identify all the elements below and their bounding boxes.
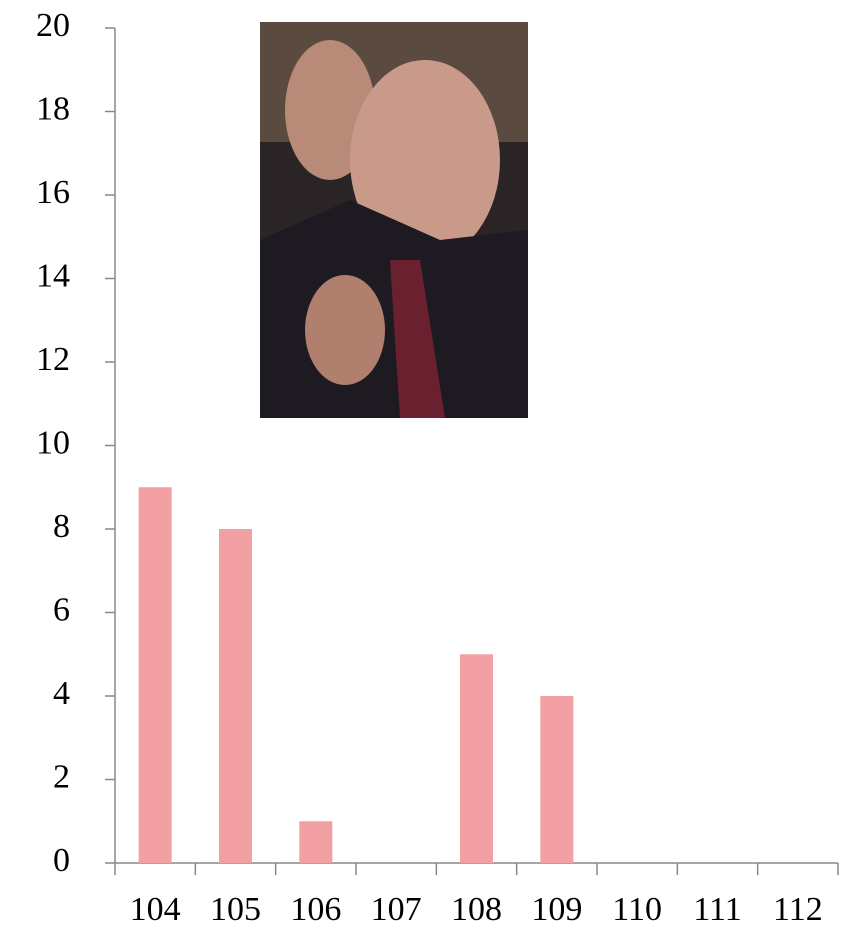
y-tick-label: 12 — [36, 341, 70, 378]
photo-face — [350, 60, 500, 260]
x-tick-label: 111 — [693, 891, 741, 927]
bar — [460, 654, 493, 863]
x-tick-label: 109 — [531, 891, 582, 927]
y-tick-label: 14 — [36, 257, 70, 294]
y-tick-label: 18 — [36, 90, 70, 127]
x-tick-label: 110 — [612, 891, 662, 927]
x-tick-label: 108 — [451, 891, 502, 927]
x-tick-label: 112 — [773, 891, 823, 927]
x-tick-label: 105 — [210, 891, 261, 927]
bar — [219, 529, 252, 863]
x-tick-label: 107 — [371, 891, 422, 927]
bar — [540, 696, 574, 863]
y-tick-label: 2 — [53, 758, 70, 795]
x-tick-label: 106 — [290, 891, 341, 927]
y-tick-label: 0 — [53, 842, 70, 879]
x-tick-label: 104 — [130, 891, 181, 927]
bar — [299, 821, 333, 863]
y-tick-label: 10 — [36, 424, 70, 461]
y-tick-label: 16 — [36, 174, 70, 211]
bar — [138, 487, 172, 863]
photo-tie — [390, 260, 445, 418]
y-tick-label: 20 — [36, 7, 70, 44]
y-tick-label: 8 — [53, 508, 70, 545]
photo — [260, 22, 528, 418]
y-tick-label: 4 — [53, 675, 70, 712]
y-tick-label: 6 — [53, 591, 70, 628]
photo-hand — [305, 275, 385, 385]
